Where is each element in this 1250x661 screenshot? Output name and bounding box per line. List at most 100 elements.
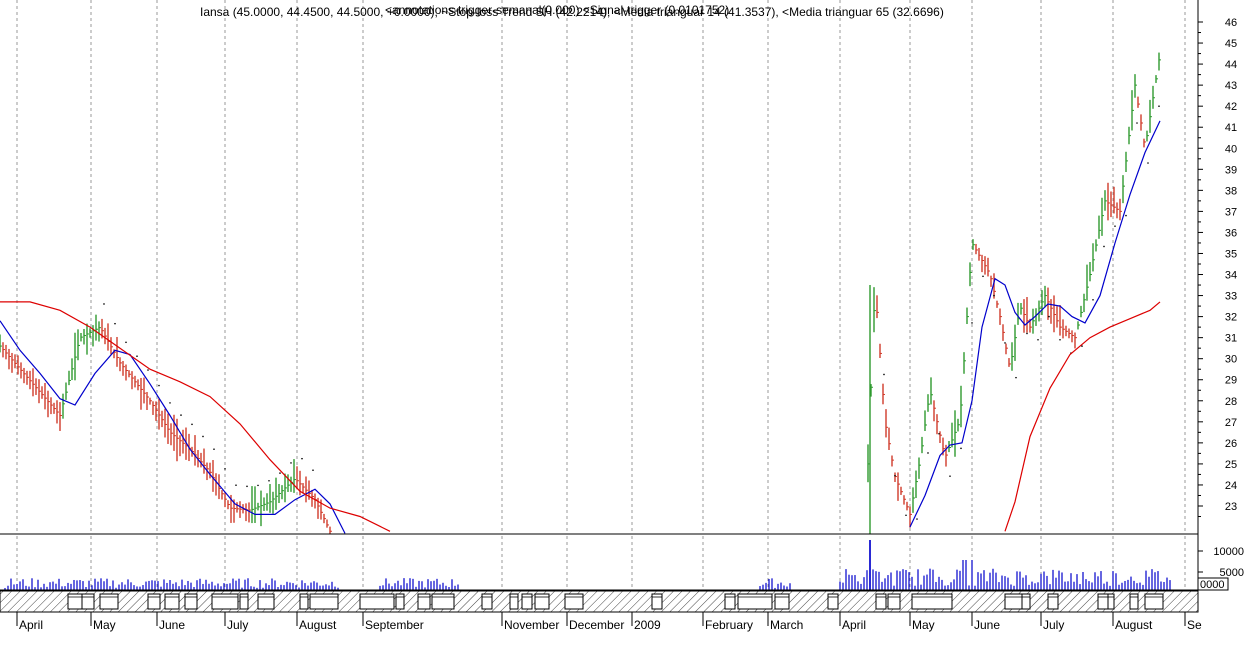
stop-loss-dot <box>268 479 270 482</box>
strip-box <box>887 593 901 610</box>
y-tick-label: 43 <box>1225 80 1237 92</box>
stop-loss-dot <box>1059 338 1061 341</box>
stop-loss-dot <box>279 472 281 474</box>
strip-box <box>564 593 584 610</box>
strip-box <box>211 593 239 610</box>
y-tick-label: 26 <box>1225 438 1237 450</box>
stop-loss-dot <box>883 373 885 376</box>
stop-loss-dot <box>125 341 127 344</box>
y-tick-label: 31 <box>1225 333 1237 345</box>
stop-loss-dot <box>894 474 896 477</box>
y-tick-label: 33 <box>1225 291 1237 303</box>
strip-box <box>164 593 180 610</box>
y-tick-label: 40 <box>1225 143 1237 155</box>
strip-box <box>1129 593 1139 610</box>
volume-tick-label: 10000 <box>1213 546 1244 558</box>
strip-box <box>417 593 431 610</box>
stop-loss-dot <box>136 355 138 357</box>
stop-loss-dot <box>312 469 314 472</box>
stop-loss-dot <box>1125 214 1127 217</box>
axis-labels: 23 24 25 26 27 28 29 30 31 32 33 34 35 36 37 38 39 40 41 42… <box>19 17 1244 632</box>
stop-loss-dot <box>290 462 292 464</box>
month-label: August <box>1115 618 1153 632</box>
stop-loss-dot <box>1004 342 1006 344</box>
strip-box <box>81 593 95 610</box>
y-tick-label: 45 <box>1225 38 1237 50</box>
strip-box <box>1021 593 1031 610</box>
stop-loss-dot <box>960 447 962 450</box>
stop-loss-dot <box>301 457 303 460</box>
month-label: June <box>159 618 185 632</box>
strip-box <box>737 593 773 610</box>
stop-loss-dot <box>147 369 149 371</box>
stop-loss-dot <box>982 275 984 278</box>
stop-loss-dot <box>971 322 973 324</box>
month-label: May <box>93 618 116 632</box>
volume-tick-label: 5000 <box>1220 567 1244 579</box>
y-tick-label: 28 <box>1225 396 1237 408</box>
strip-box <box>1107 593 1115 610</box>
stop-loss-dot <box>257 484 259 487</box>
y-tick-label: 32 <box>1225 312 1237 324</box>
volume-scale-label: 0000 <box>1200 579 1224 591</box>
month-label: September <box>365 618 424 632</box>
strip-box <box>481 593 493 610</box>
month-label: December <box>569 618 624 632</box>
stop-loss-dot <box>213 448 215 450</box>
stop-loss-dot <box>905 514 907 517</box>
strip-box <box>827 593 839 610</box>
y-tick-label: 24 <box>1225 480 1237 492</box>
stop-loss-dot <box>949 475 951 477</box>
month-label: May <box>912 618 935 632</box>
y-tick-label: 38 <box>1225 185 1237 197</box>
price-bars <box>0 52 1161 534</box>
hatched-strip <box>0 590 1199 613</box>
indicator-lines <box>0 120 1161 534</box>
y-tick-label: 23 <box>1225 501 1237 513</box>
strip-box <box>1144 593 1164 610</box>
y-tick-label: 25 <box>1225 459 1237 471</box>
stop-loss-dot <box>1136 122 1138 124</box>
month-label: November <box>504 618 559 632</box>
stop-loss-dot <box>169 402 171 404</box>
strip-box <box>875 593 887 610</box>
month-label: February <box>705 618 753 632</box>
axes <box>0 0 1229 626</box>
y-tick-label: 44 <box>1225 59 1237 71</box>
triangular-average-14-line <box>909 120 1161 528</box>
stop-loss-dot <box>103 303 105 305</box>
month-label: April <box>842 618 866 632</box>
stop-loss-dot <box>1092 298 1094 301</box>
chart-title: Iansa (45.0000, 44.4500, 44.5000, +0.000… <box>200 5 944 19</box>
month-label: June <box>974 618 1000 632</box>
stop-loss-dot <box>1026 332 1028 335</box>
stop-loss-dot <box>224 468 226 470</box>
y-tick-label: 46 <box>1225 17 1237 29</box>
stop-loss-dot <box>114 322 116 325</box>
stop-loss-dot <box>246 485 248 488</box>
strip-box <box>724 593 736 610</box>
volume-panel <box>4 540 1171 590</box>
month-label: August <box>299 618 337 632</box>
y-tick-label: 39 <box>1225 164 1237 176</box>
stop-loss-dot <box>1048 315 1050 318</box>
volume-scale-box <box>1197 577 1229 591</box>
stop-loss-dot <box>180 414 182 416</box>
stop-loss-dot <box>1081 345 1083 347</box>
strip-box <box>651 593 663 610</box>
month-label: July <box>227 618 248 632</box>
stop-loss-dot <box>202 435 204 438</box>
month-label: March <box>770 618 803 632</box>
stop-loss-dot <box>158 384 160 387</box>
month-label: Se <box>1187 618 1202 632</box>
chart-title-overlap: <annotations-trigger-semanal(0.000) <Sig… <box>385 3 729 17</box>
strip-box <box>147 593 161 610</box>
strip-box <box>1047 593 1059 610</box>
strip-box <box>395 593 405 610</box>
strip-box <box>534 593 550 610</box>
stop-loss-dot <box>993 294 995 297</box>
stop-loss-dot <box>1103 245 1105 248</box>
gridlines <box>16 0 1186 590</box>
